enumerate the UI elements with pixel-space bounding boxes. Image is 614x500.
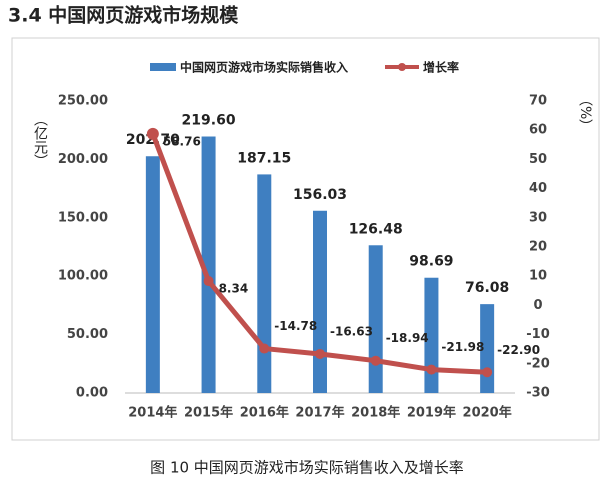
y2-tick-label: 40 bbox=[529, 181, 547, 196]
figure-caption: 图 10 中国网页游戏市场实际销售收入及增长率 bbox=[150, 459, 464, 477]
y-axis-label: （亿元） bbox=[32, 112, 48, 168]
bar-value-label: 126.48 bbox=[349, 221, 403, 237]
bar bbox=[424, 277, 439, 393]
y-tick-label: 0.00 bbox=[76, 386, 108, 401]
y2-tick-label: -10 bbox=[526, 327, 550, 342]
y2-tick-label: 10 bbox=[529, 269, 547, 284]
bar bbox=[257, 174, 272, 393]
section-heading: 3.4 中国网页游戏市场规模 bbox=[8, 4, 239, 27]
line-marker bbox=[146, 127, 159, 140]
y2-tick-label: 60 bbox=[529, 123, 547, 138]
y-tick-label: 50.00 bbox=[67, 327, 108, 342]
x-tick-label: 2020年 bbox=[463, 405, 512, 421]
y2-tick-label: 0 bbox=[533, 298, 542, 313]
x-tick-label: 2015年 bbox=[184, 405, 233, 421]
y-tick-label: 200.00 bbox=[58, 152, 108, 167]
legend-label: 增长率 bbox=[423, 60, 459, 75]
line-marker bbox=[426, 364, 437, 375]
line-marker bbox=[203, 276, 214, 287]
x-tick-label: 2019年 bbox=[407, 405, 456, 421]
x-tick-label: 2016年 bbox=[240, 405, 289, 421]
legend-swatch bbox=[150, 63, 176, 71]
line-marker bbox=[259, 343, 270, 354]
line-value-label: 8.34 bbox=[219, 282, 249, 296]
bar bbox=[313, 210, 327, 393]
y-tick-label: 250.00 bbox=[58, 94, 108, 109]
line-value-label: 58.76 bbox=[163, 134, 201, 148]
y2-tick-label: 20 bbox=[529, 240, 547, 255]
x-tick-label: 2017年 bbox=[295, 405, 344, 421]
line-value-label: -18.94 bbox=[386, 331, 429, 345]
bar bbox=[368, 245, 383, 393]
y2-axis-label: （%） bbox=[577, 92, 593, 133]
line-marker bbox=[315, 348, 325, 359]
line-marker bbox=[370, 355, 381, 366]
y2-tick-label: -30 bbox=[526, 386, 550, 401]
line-value-label: -16.63 bbox=[330, 324, 373, 338]
line-value-label: -22.90 bbox=[497, 343, 540, 357]
bar-value-label: 187.15 bbox=[237, 150, 291, 166]
y-tick-label: 150.00 bbox=[58, 210, 108, 225]
line-value-label: -14.78 bbox=[274, 319, 317, 333]
x-tick-label: 2018年 bbox=[351, 405, 400, 421]
y2-tick-label: 70 bbox=[529, 94, 547, 109]
legend-label: 中国网页游戏市场实际销售收入 bbox=[180, 60, 348, 75]
bar-value-label: 219.60 bbox=[182, 113, 236, 129]
y-tick-label: 100.00 bbox=[58, 269, 108, 284]
bar-value-label: 156.03 bbox=[293, 187, 347, 203]
line-value-label: -21.98 bbox=[441, 340, 484, 354]
x-tick-label: 2014年 bbox=[128, 405, 177, 421]
legend-marker bbox=[398, 63, 406, 71]
y2-tick-label: -20 bbox=[526, 356, 550, 371]
bar-value-label: 76.08 bbox=[465, 280, 509, 296]
bar bbox=[201, 136, 216, 393]
y2-tick-label: 50 bbox=[529, 152, 547, 167]
y2-tick-label: 30 bbox=[529, 210, 547, 225]
line-marker bbox=[482, 367, 493, 378]
bar bbox=[145, 156, 160, 393]
bar-value-label: 98.69 bbox=[409, 254, 453, 270]
chart-frame bbox=[11, 37, 600, 441]
